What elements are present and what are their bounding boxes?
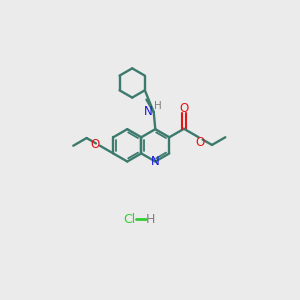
Text: O: O bbox=[196, 136, 205, 149]
Text: H: H bbox=[146, 213, 155, 226]
Text: O: O bbox=[179, 102, 189, 115]
Text: O: O bbox=[91, 138, 100, 151]
Text: Cl: Cl bbox=[123, 213, 135, 226]
Text: H: H bbox=[154, 101, 161, 111]
Text: N: N bbox=[144, 105, 153, 118]
Text: N: N bbox=[151, 155, 160, 168]
